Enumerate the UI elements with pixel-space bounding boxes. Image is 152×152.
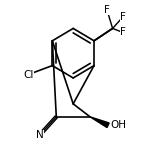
Text: OH: OH (110, 120, 126, 130)
Text: Cl: Cl (23, 70, 33, 80)
Text: F: F (120, 12, 126, 22)
Text: N: N (36, 130, 43, 140)
Text: F: F (120, 27, 126, 37)
Polygon shape (90, 117, 109, 128)
Text: F: F (104, 5, 110, 15)
